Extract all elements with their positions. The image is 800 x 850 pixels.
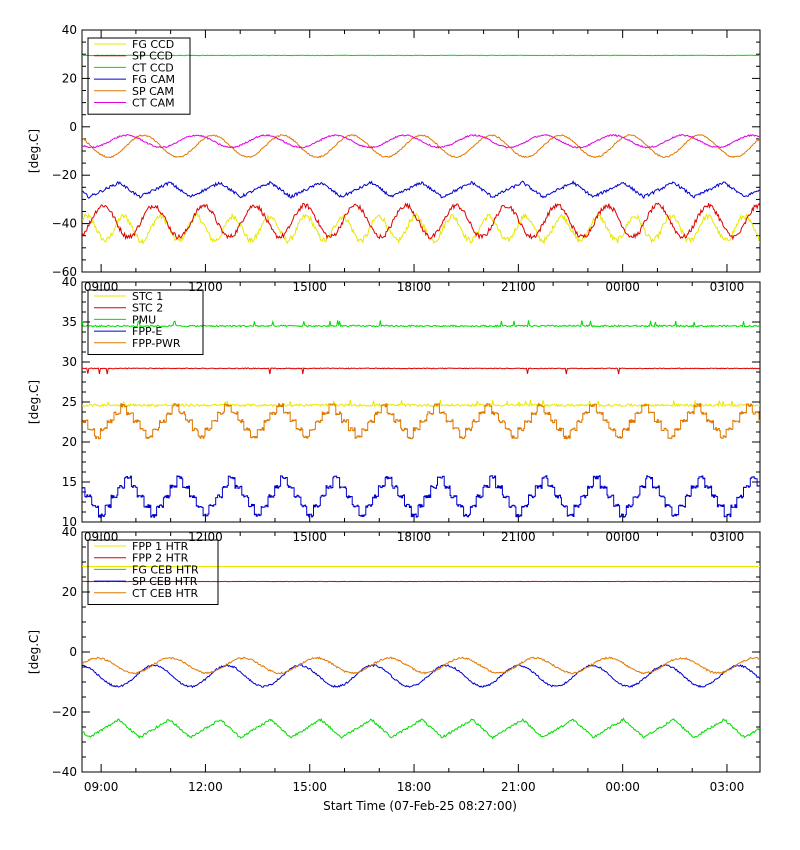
panel-3-x-tick-label: 12:00 — [188, 780, 223, 794]
panel-3-y-tick-label: 40 — [62, 525, 77, 539]
panel-2-series-group — [82, 319, 760, 518]
panel-2-legend-label: FPP-PWR — [132, 337, 181, 350]
panel-2-y-tick-label: 35 — [62, 315, 77, 329]
panel-3-x-tick-label: 15:00 — [292, 780, 327, 794]
panel-1-legend-label: FG CAM — [132, 73, 175, 86]
panel-2-series-pmu — [82, 319, 760, 329]
panel-2-y-tick-label: 30 — [62, 355, 77, 369]
panel-1-legend-label: CT CAM — [132, 97, 175, 110]
panel-1-y-tick-label: 40 — [62, 23, 77, 37]
panel-3-y-tick-label: −20 — [52, 705, 77, 719]
panel-2-y-tick-label: 15 — [62, 475, 77, 489]
panel-1-y-tick-label: 0 — [69, 120, 77, 134]
panel-1-series-ct-ccd — [82, 54, 760, 57]
panel-3-legend-label: CT CEB HTR — [132, 587, 199, 600]
panel-3-x-tick-label: 09:00 — [84, 780, 119, 794]
panel-3-x-tick-label: 18:00 — [397, 780, 432, 794]
panel-1-y-tick-label: 20 — [62, 71, 77, 85]
panel-2-y-tick-label: 25 — [62, 395, 77, 409]
panel-2-legend-label: STC 1 — [132, 290, 163, 303]
panel-1-y-tick-label: −40 — [52, 217, 77, 231]
panel-2-y-tick-label: 40 — [62, 275, 77, 289]
panel-3-legend-label: SP CEB HTR — [132, 575, 198, 588]
panel-1-y-tick-label: −60 — [52, 265, 77, 279]
panel-1-legend-label: FG CCD — [132, 38, 174, 51]
panel-3-series-group — [82, 566, 760, 740]
panel-2-legend-box — [87, 289, 204, 355]
x-axis-title: Start Time (07-Feb-25 08:27:00) — [323, 799, 517, 813]
panel-3-y-tick-label: 0 — [69, 645, 77, 659]
panel-3-y-tick-label: 20 — [62, 585, 77, 599]
panel-1-series-sp-ccd — [82, 202, 760, 241]
panel-3-y-tick-label: −40 — [52, 765, 77, 779]
panel-2-legend-label: STC 2 — [132, 302, 163, 315]
panel-3-series-sp-ceb-htr — [82, 663, 760, 689]
panels-group: 40 20 0 −20 −40 −60 [deg.C] 09:00 12:00 15:00 18:0… — [27, 23, 761, 794]
panel-3-x-tick-label: 03:00 — [710, 780, 745, 794]
panel-2-series-fpp-e — [82, 475, 760, 518]
panel-2-legend-label: PMU — [132, 313, 156, 326]
panel-3-legend-label: FG CEB HTR — [132, 563, 199, 576]
panel-3-legend-label: FPP 2 HTR — [132, 552, 189, 565]
panel-1-legend-label: SP CAM — [132, 85, 174, 98]
panel-3-y-axis-title: [deg.C] — [27, 630, 41, 674]
panel-1-series-ct-cam — [82, 134, 760, 149]
panel-2-y-tick-label: 10 — [62, 515, 77, 529]
panel-3-x-tick-label: 21:00 — [501, 780, 536, 794]
panel-2-y-tick-label: 20 — [62, 435, 77, 449]
panel-2-y-axis-title: [deg.C] — [27, 380, 41, 424]
panel-1-legend-box — [87, 37, 191, 115]
panel-1-legend-label: SP CCD — [132, 50, 173, 63]
panel-1-y-axis-title: [deg.C] — [27, 129, 41, 173]
panel-3-legend-box — [87, 539, 219, 605]
panel-2-legend-label: FPP-E — [132, 325, 162, 338]
panel-3-x-tick-label: 00:00 — [605, 780, 640, 794]
panel-1-series-sp-cam — [82, 134, 760, 159]
panel-2-series-stc-2 — [82, 367, 760, 375]
panel-1-series-group — [82, 54, 760, 245]
panel-1-series-fg-cam — [82, 180, 760, 200]
panel-3-legend-label: FPP 1 HTR — [132, 540, 189, 553]
panel-2-series-fpp-pwr — [82, 403, 760, 440]
panel-3-series-ct-ceb-htr — [82, 656, 760, 675]
panel-1-legend-label: CT CCD — [132, 61, 174, 74]
panel-3-series-fg-ceb-htr — [82, 717, 760, 740]
panel-1-y-tick-label: −20 — [52, 168, 77, 182]
